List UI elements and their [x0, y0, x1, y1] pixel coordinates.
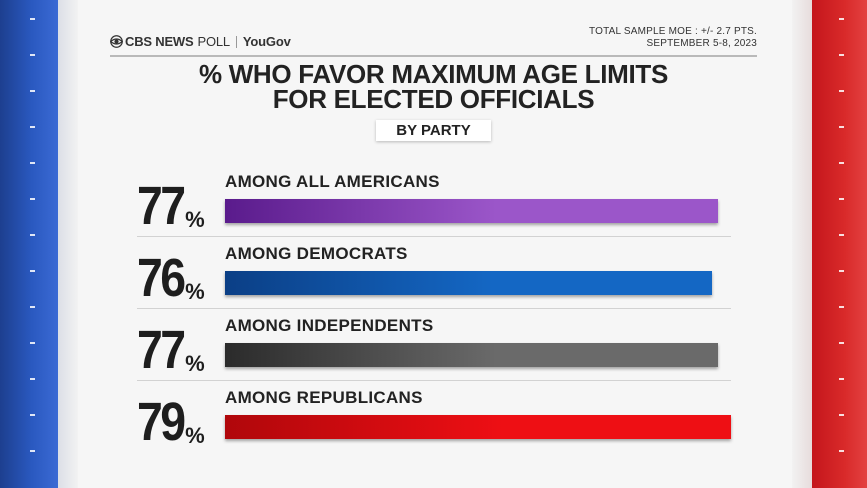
row-divider [137, 380, 731, 381]
tick-mark [839, 378, 844, 380]
tick-mark [839, 234, 844, 236]
value-label: 77% [137, 316, 205, 380]
tick-mark [30, 306, 35, 308]
chart-title-line-2: FOR ELECTED OFFICIALS [272, 84, 595, 114]
header-divider [110, 55, 757, 57]
cbs-news-poll-logo: CBS NEWS POLL YouGov [110, 34, 291, 49]
category-label: AMONG REPUBLICANS [225, 388, 423, 407]
value-label: 77% [137, 172, 205, 236]
category-label: AMONG ALL AMERICANS [225, 172, 440, 191]
cbs-eye-icon [110, 35, 123, 48]
value-number: 77 [137, 176, 186, 236]
subtitle-badge: BY PARTY [376, 120, 491, 141]
brand-name: CBS NEWS [125, 34, 194, 49]
tick-mark [30, 378, 35, 380]
tick-mark [30, 270, 35, 272]
chart-row: 77% AMONG ALL AMERICANS [137, 172, 731, 236]
value-label: 76% [137, 244, 205, 308]
left-panel-edge [58, 0, 78, 488]
left-tick-marks [30, 0, 36, 488]
chart-panel [78, 0, 792, 488]
left-decor-stripe [0, 0, 58, 488]
chart-row: 79% AMONG REPUBLICANS [137, 388, 731, 452]
tick-mark [839, 198, 844, 200]
tick-mark [30, 450, 35, 452]
moe-line: TOTAL SAMPLE MOE : +/- 2.7 PTS. [588, 26, 757, 37]
tick-mark [30, 54, 35, 56]
tick-mark [839, 18, 844, 20]
chart-title: % WHO FAVOR MAXIMUM AGE LIMITS FOR ELECT… [110, 59, 757, 114]
bar [225, 199, 718, 223]
percent-sign: % [185, 207, 205, 232]
tick-mark [839, 270, 844, 272]
chart-title-line-1: % WHO FAVOR MAXIMUM AGE LIMITS [198, 59, 669, 89]
percent-sign: % [185, 279, 205, 304]
value-number: 79 [137, 392, 186, 452]
right-decor-stripe [812, 0, 867, 488]
tick-mark [30, 126, 35, 128]
tick-mark [839, 306, 844, 308]
row-divider [137, 236, 731, 237]
chart-row: 77% AMONG INDEPENDENTS [137, 316, 731, 380]
tick-mark [839, 450, 844, 452]
tick-mark [30, 342, 35, 344]
bar [225, 415, 731, 439]
tick-mark [839, 90, 844, 92]
brand-suffix: POLL [197, 34, 230, 49]
poll-dates: SEPTEMBER 5-8, 2023 [646, 38, 757, 49]
percent-sign: % [185, 423, 205, 448]
tick-mark [839, 342, 844, 344]
right-tick-marks [839, 0, 845, 488]
value-number: 77 [137, 320, 186, 380]
tick-mark [30, 234, 35, 236]
tick-mark [30, 162, 35, 164]
value-number: 76 [137, 248, 186, 308]
partner-name: YouGov [242, 34, 291, 49]
bar [225, 343, 718, 367]
tick-mark [30, 198, 35, 200]
tick-mark [839, 162, 844, 164]
tick-mark [30, 90, 35, 92]
value-label: 79% [137, 388, 205, 452]
tick-mark [839, 54, 844, 56]
subtitle-text: BY PARTY [396, 122, 471, 139]
moe-info: TOTAL SAMPLE MOE : +/- 2.7 PTS. SEPTEMBE… [589, 26, 757, 50]
percent-sign: % [185, 351, 205, 376]
logo-separator [235, 35, 237, 48]
right-panel-edge [792, 0, 812, 488]
tick-mark [30, 18, 35, 20]
bar [225, 271, 712, 295]
category-label: AMONG INDEPENDENTS [225, 316, 434, 335]
row-divider [137, 308, 731, 309]
chart-row: 76% AMONG DEMOCRATS [137, 244, 731, 308]
tick-mark [839, 414, 844, 416]
category-label: AMONG DEMOCRATS [225, 244, 408, 263]
tick-mark [30, 414, 35, 416]
tick-mark [839, 126, 844, 128]
